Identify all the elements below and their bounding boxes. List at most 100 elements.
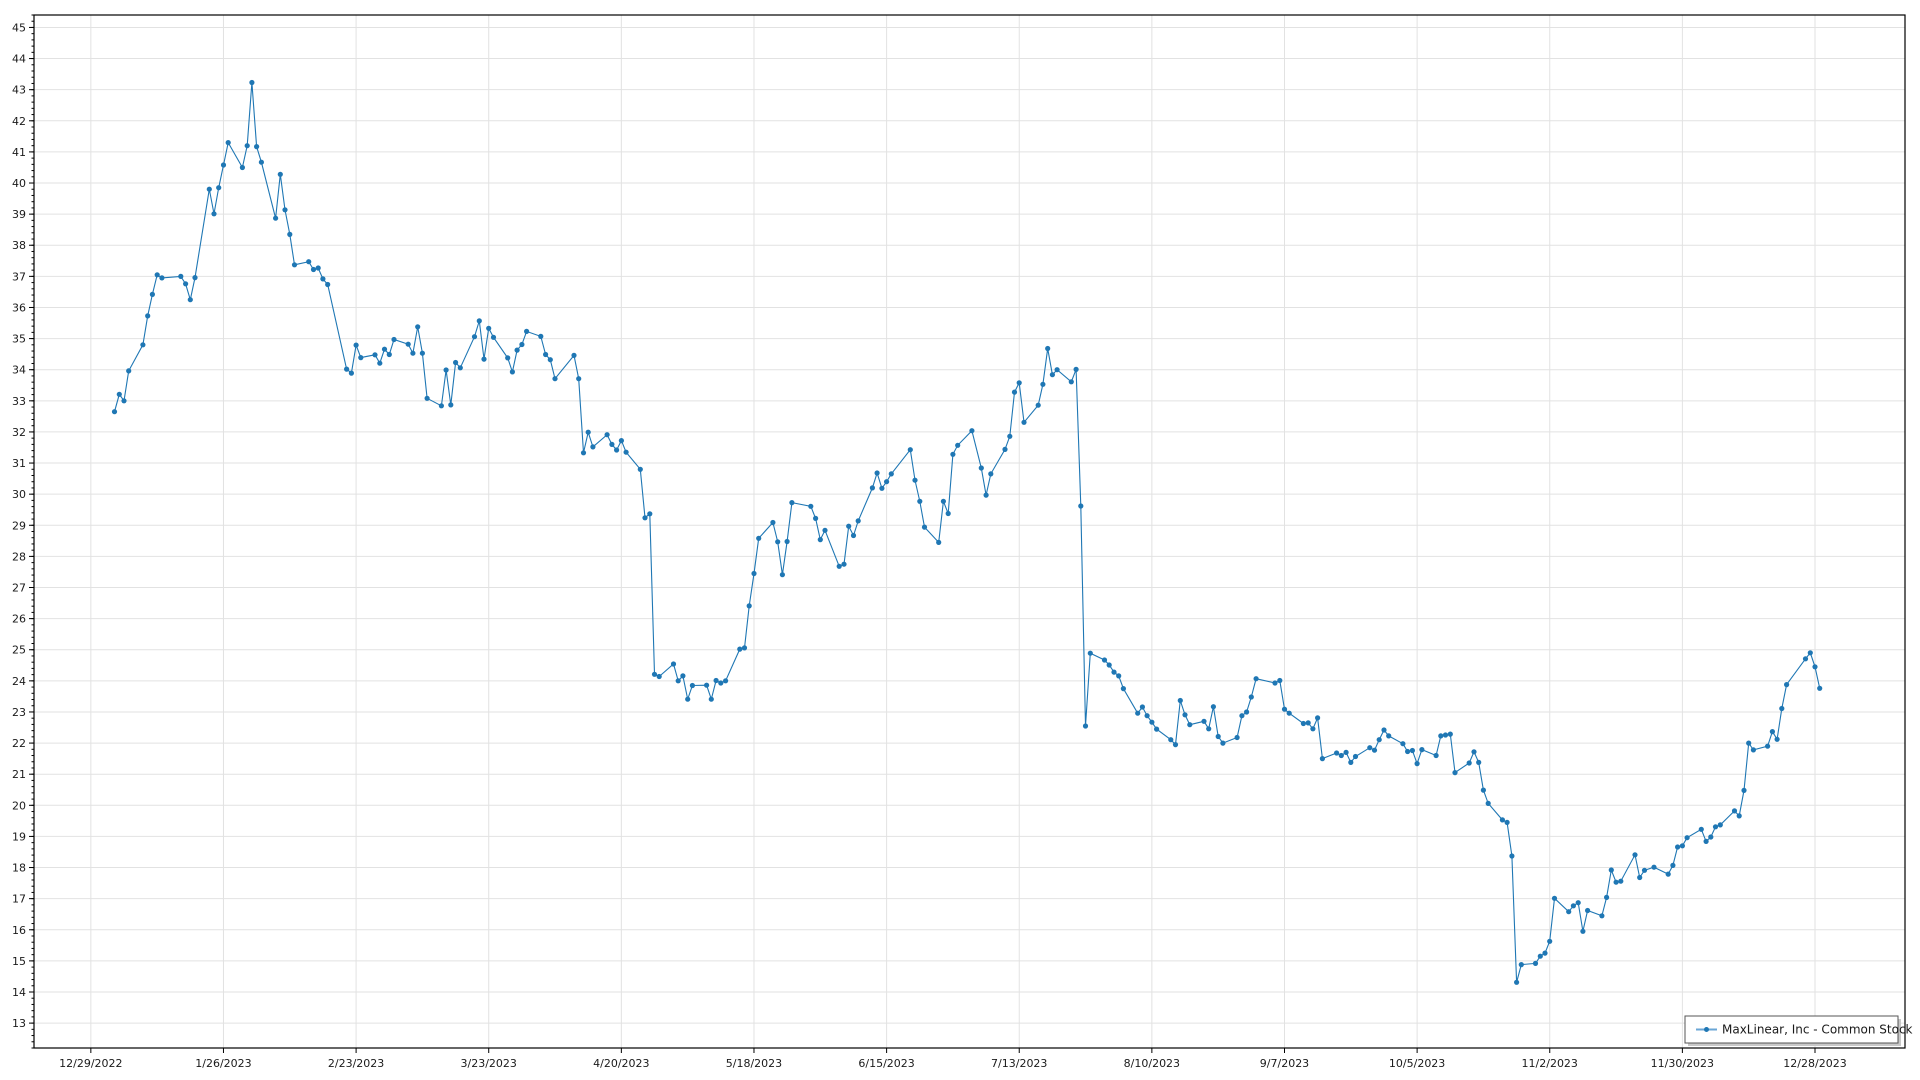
data-point bbox=[405, 341, 411, 347]
y-tick-label: 42 bbox=[12, 115, 26, 128]
y-tick-label: 31 bbox=[12, 457, 26, 470]
data-point bbox=[741, 645, 748, 651]
data-point bbox=[358, 355, 364, 361]
data-point bbox=[1409, 747, 1415, 754]
data-point bbox=[737, 646, 743, 652]
data-point bbox=[1101, 657, 1108, 663]
data-point bbox=[969, 428, 975, 434]
data-point bbox=[746, 603, 752, 609]
data-point bbox=[1604, 894, 1610, 901]
data-point bbox=[614, 447, 620, 453]
data-point bbox=[1049, 372, 1055, 378]
data-point bbox=[940, 498, 947, 504]
data-point bbox=[1334, 750, 1340, 756]
data-point bbox=[1746, 740, 1752, 746]
data-point bbox=[216, 185, 222, 191]
data-point bbox=[377, 360, 383, 366]
data-point bbox=[410, 350, 416, 356]
data-point bbox=[1054, 367, 1060, 373]
legend-box bbox=[1684, 1015, 1899, 1044]
data-point bbox=[244, 143, 250, 149]
data-point bbox=[1135, 710, 1141, 716]
data-point bbox=[1016, 380, 1022, 386]
data-point bbox=[315, 265, 321, 271]
data-point bbox=[1305, 720, 1311, 726]
y-tick-label: 14 bbox=[12, 986, 26, 999]
x-tick-label: 5/18/2023 bbox=[726, 1057, 782, 1070]
data-point bbox=[391, 336, 397, 343]
data-point bbox=[419, 350, 425, 356]
y-tick-label: 19 bbox=[12, 830, 26, 843]
data-point bbox=[1381, 727, 1387, 733]
y-tick-label: 13 bbox=[12, 1017, 26, 1030]
data-point bbox=[580, 450, 587, 456]
data-point bbox=[1111, 669, 1117, 675]
data-point bbox=[1618, 878, 1624, 884]
data-point bbox=[1405, 748, 1411, 755]
x-tick-label: 3/23/2023 bbox=[461, 1057, 517, 1070]
data-point bbox=[1774, 736, 1780, 742]
data-point bbox=[1253, 676, 1259, 682]
data-point bbox=[841, 561, 847, 567]
data-point bbox=[372, 352, 378, 358]
data-point bbox=[1509, 853, 1515, 859]
data-point bbox=[936, 539, 942, 546]
data-point bbox=[817, 537, 823, 543]
data-point bbox=[211, 211, 217, 217]
data-point bbox=[1599, 913, 1605, 919]
y-tick-label: 33 bbox=[12, 395, 26, 408]
data-point bbox=[1765, 743, 1771, 749]
data-point bbox=[1078, 503, 1084, 509]
y-tick-label: 22 bbox=[12, 737, 26, 750]
data-point bbox=[884, 479, 890, 485]
x-tick-label: 12/28/2023 bbox=[1783, 1057, 1846, 1070]
data-point bbox=[386, 351, 392, 358]
data-point bbox=[704, 682, 710, 688]
data-point bbox=[590, 444, 596, 450]
data-point bbox=[1367, 745, 1373, 751]
data-point bbox=[784, 538, 790, 545]
y-tick-label: 39 bbox=[12, 208, 26, 221]
data-point bbox=[680, 673, 686, 679]
data-point bbox=[950, 451, 956, 457]
data-point bbox=[1514, 979, 1520, 985]
data-point bbox=[1106, 662, 1112, 668]
y-tick-label: 37 bbox=[12, 270, 26, 283]
data-point bbox=[1371, 747, 1378, 753]
x-tick-label: 1/26/2023 bbox=[195, 1057, 251, 1070]
data-point bbox=[1717, 822, 1723, 828]
y-tick-label: 38 bbox=[12, 239, 26, 252]
data-point bbox=[1708, 834, 1714, 840]
data-point bbox=[1149, 719, 1155, 725]
data-point bbox=[779, 572, 786, 578]
y-tick-label: 23 bbox=[12, 706, 26, 719]
data-point bbox=[1499, 817, 1505, 823]
data-point bbox=[675, 678, 681, 684]
data-point bbox=[1466, 760, 1472, 766]
data-point bbox=[424, 395, 430, 401]
data-point bbox=[1234, 734, 1240, 741]
data-point bbox=[1712, 824, 1719, 830]
data-point bbox=[1750, 747, 1756, 753]
data-point bbox=[917, 498, 923, 504]
data-point bbox=[1315, 715, 1321, 721]
data-point bbox=[1741, 787, 1747, 794]
data-point bbox=[1433, 752, 1439, 759]
data-point bbox=[1187, 722, 1193, 728]
gridlines bbox=[34, 15, 1905, 1048]
x-tick-label: 9/7/2023 bbox=[1260, 1057, 1309, 1070]
data-point bbox=[547, 357, 553, 363]
data-point bbox=[121, 398, 127, 404]
data-point bbox=[1300, 720, 1306, 727]
data-point bbox=[524, 328, 530, 334]
data-point bbox=[708, 696, 714, 702]
y-tick-label: 18 bbox=[12, 862, 26, 875]
data-point bbox=[604, 432, 610, 438]
data-point bbox=[1139, 704, 1145, 710]
data-point bbox=[453, 359, 459, 366]
data-point bbox=[187, 297, 193, 303]
data-point bbox=[543, 351, 549, 358]
data-point bbox=[822, 527, 828, 533]
data-point bbox=[277, 171, 283, 177]
data-point bbox=[310, 266, 317, 273]
